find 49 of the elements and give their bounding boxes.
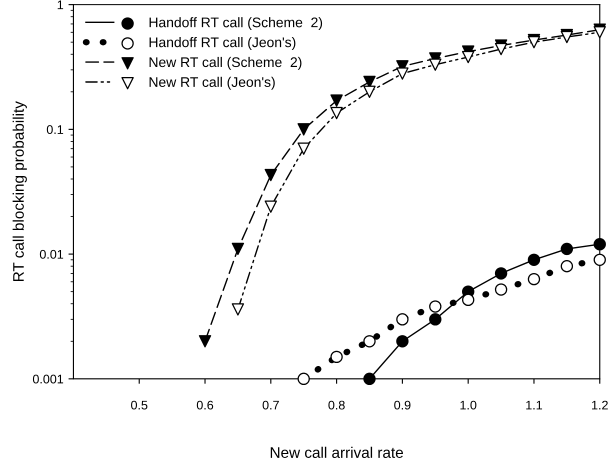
point <box>594 26 606 38</box>
x-tick-label: 0.9 <box>394 400 410 410</box>
x-tick-label: 0.5 <box>131 400 148 410</box>
point <box>232 303 244 316</box>
point <box>462 50 474 64</box>
x-tick-label: 1.2 <box>592 400 608 410</box>
point <box>298 142 310 155</box>
point <box>264 200 277 213</box>
point <box>560 260 574 272</box>
y-tick-label: 0.1 <box>46 125 64 134</box>
legend-label: Handoff RT call (Jeon's) <box>150 37 296 50</box>
legend-label: New RT call (Jeon's) <box>150 76 275 90</box>
point <box>594 238 606 250</box>
point <box>198 335 212 348</box>
x-tick-label: 1.0 <box>460 400 476 410</box>
point <box>330 106 343 120</box>
point <box>429 313 442 326</box>
point <box>396 313 409 326</box>
x-axis-title: New call arrival rate <box>270 446 403 458</box>
x-tick-label: 0.7 <box>262 400 279 410</box>
point <box>298 123 310 136</box>
x-tick-label: 0.8 <box>328 400 345 410</box>
point <box>330 350 343 364</box>
point <box>560 242 574 256</box>
point <box>429 300 442 313</box>
legend-label: New RT call (Scheme 2) <box>150 56 302 70</box>
y-tick-label: 0.01 <box>40 250 64 259</box>
point <box>462 294 474 306</box>
legend-label: Handoff RT call (Scheme 2) <box>150 17 322 30</box>
point <box>494 42 508 56</box>
y-tick-label: 1 <box>58 0 64 10</box>
point <box>396 67 409 80</box>
y-axis-title: RT call blocking probability <box>12 101 27 282</box>
x-tick-label: 1.1 <box>526 400 542 410</box>
point <box>528 254 540 266</box>
point <box>429 58 442 71</box>
y-tick-label: 0.001 <box>32 374 64 384</box>
point <box>494 267 508 280</box>
point <box>330 94 343 107</box>
point <box>232 242 244 256</box>
point <box>396 335 409 348</box>
point <box>363 372 376 386</box>
point <box>528 272 540 286</box>
point <box>594 254 606 266</box>
point <box>363 86 376 98</box>
x-tick-label: 0.6 <box>196 400 214 410</box>
point <box>298 372 310 386</box>
point <box>494 283 508 296</box>
point <box>264 168 277 182</box>
